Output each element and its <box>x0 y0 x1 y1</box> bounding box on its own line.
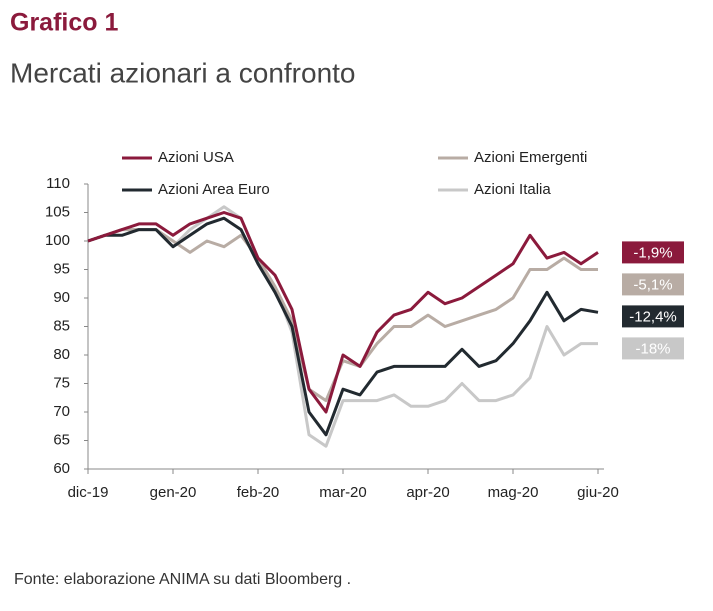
series-line <box>87 205 598 448</box>
y-tick-label: 85 <box>53 317 70 334</box>
end-label-box <box>622 273 684 296</box>
x-tick-label: gen-20 <box>150 484 197 501</box>
series-line <box>87 216 599 437</box>
x-tick-label: feb-20 <box>237 484 280 501</box>
legend-label: Azioni Italia <box>474 181 551 198</box>
series-line <box>87 211 599 414</box>
end-label: -5,1% <box>633 276 672 293</box>
x-tick-label: dic-19 <box>68 484 109 501</box>
y-tick-label: 70 <box>53 403 70 420</box>
end-label-box <box>622 305 684 328</box>
end-label-box <box>622 337 684 360</box>
legend-label: Azioni Emergenti <box>474 149 587 166</box>
source-note: Fonte: elaborazione ANIMA su dati Bloomb… <box>14 571 351 588</box>
chart-title: Grafico 1 <box>10 9 118 37</box>
x-tick-label: mag-20 <box>488 484 539 501</box>
y-tick-label: 90 <box>53 289 70 306</box>
y-tick-label: 95 <box>53 260 70 277</box>
x-tick-label: apr-20 <box>406 484 449 501</box>
end-label: -12,4% <box>629 308 677 325</box>
series-line <box>87 228 598 403</box>
y-tick-label: 110 <box>46 175 70 192</box>
x-tick-label: giu-20 <box>577 484 619 501</box>
y-tick-label: 75 <box>53 374 70 391</box>
end-label-box <box>622 241 684 264</box>
y-tick-label: 105 <box>45 203 70 220</box>
y-tick-label: 100 <box>45 232 70 249</box>
end-label: -18% <box>635 340 670 357</box>
y-tick-label: 60 <box>53 460 70 477</box>
y-tick-label: 80 <box>53 346 70 363</box>
x-tick-label: mar-20 <box>319 484 367 501</box>
chart-subtitle: Mercati azionari a confronto <box>10 57 356 88</box>
y-tick-label: 65 <box>53 431 70 448</box>
end-label: -1,9% <box>633 244 672 261</box>
legend-label: Azioni Area Euro <box>158 181 270 198</box>
legend-label: Azioni USA <box>158 149 234 166</box>
